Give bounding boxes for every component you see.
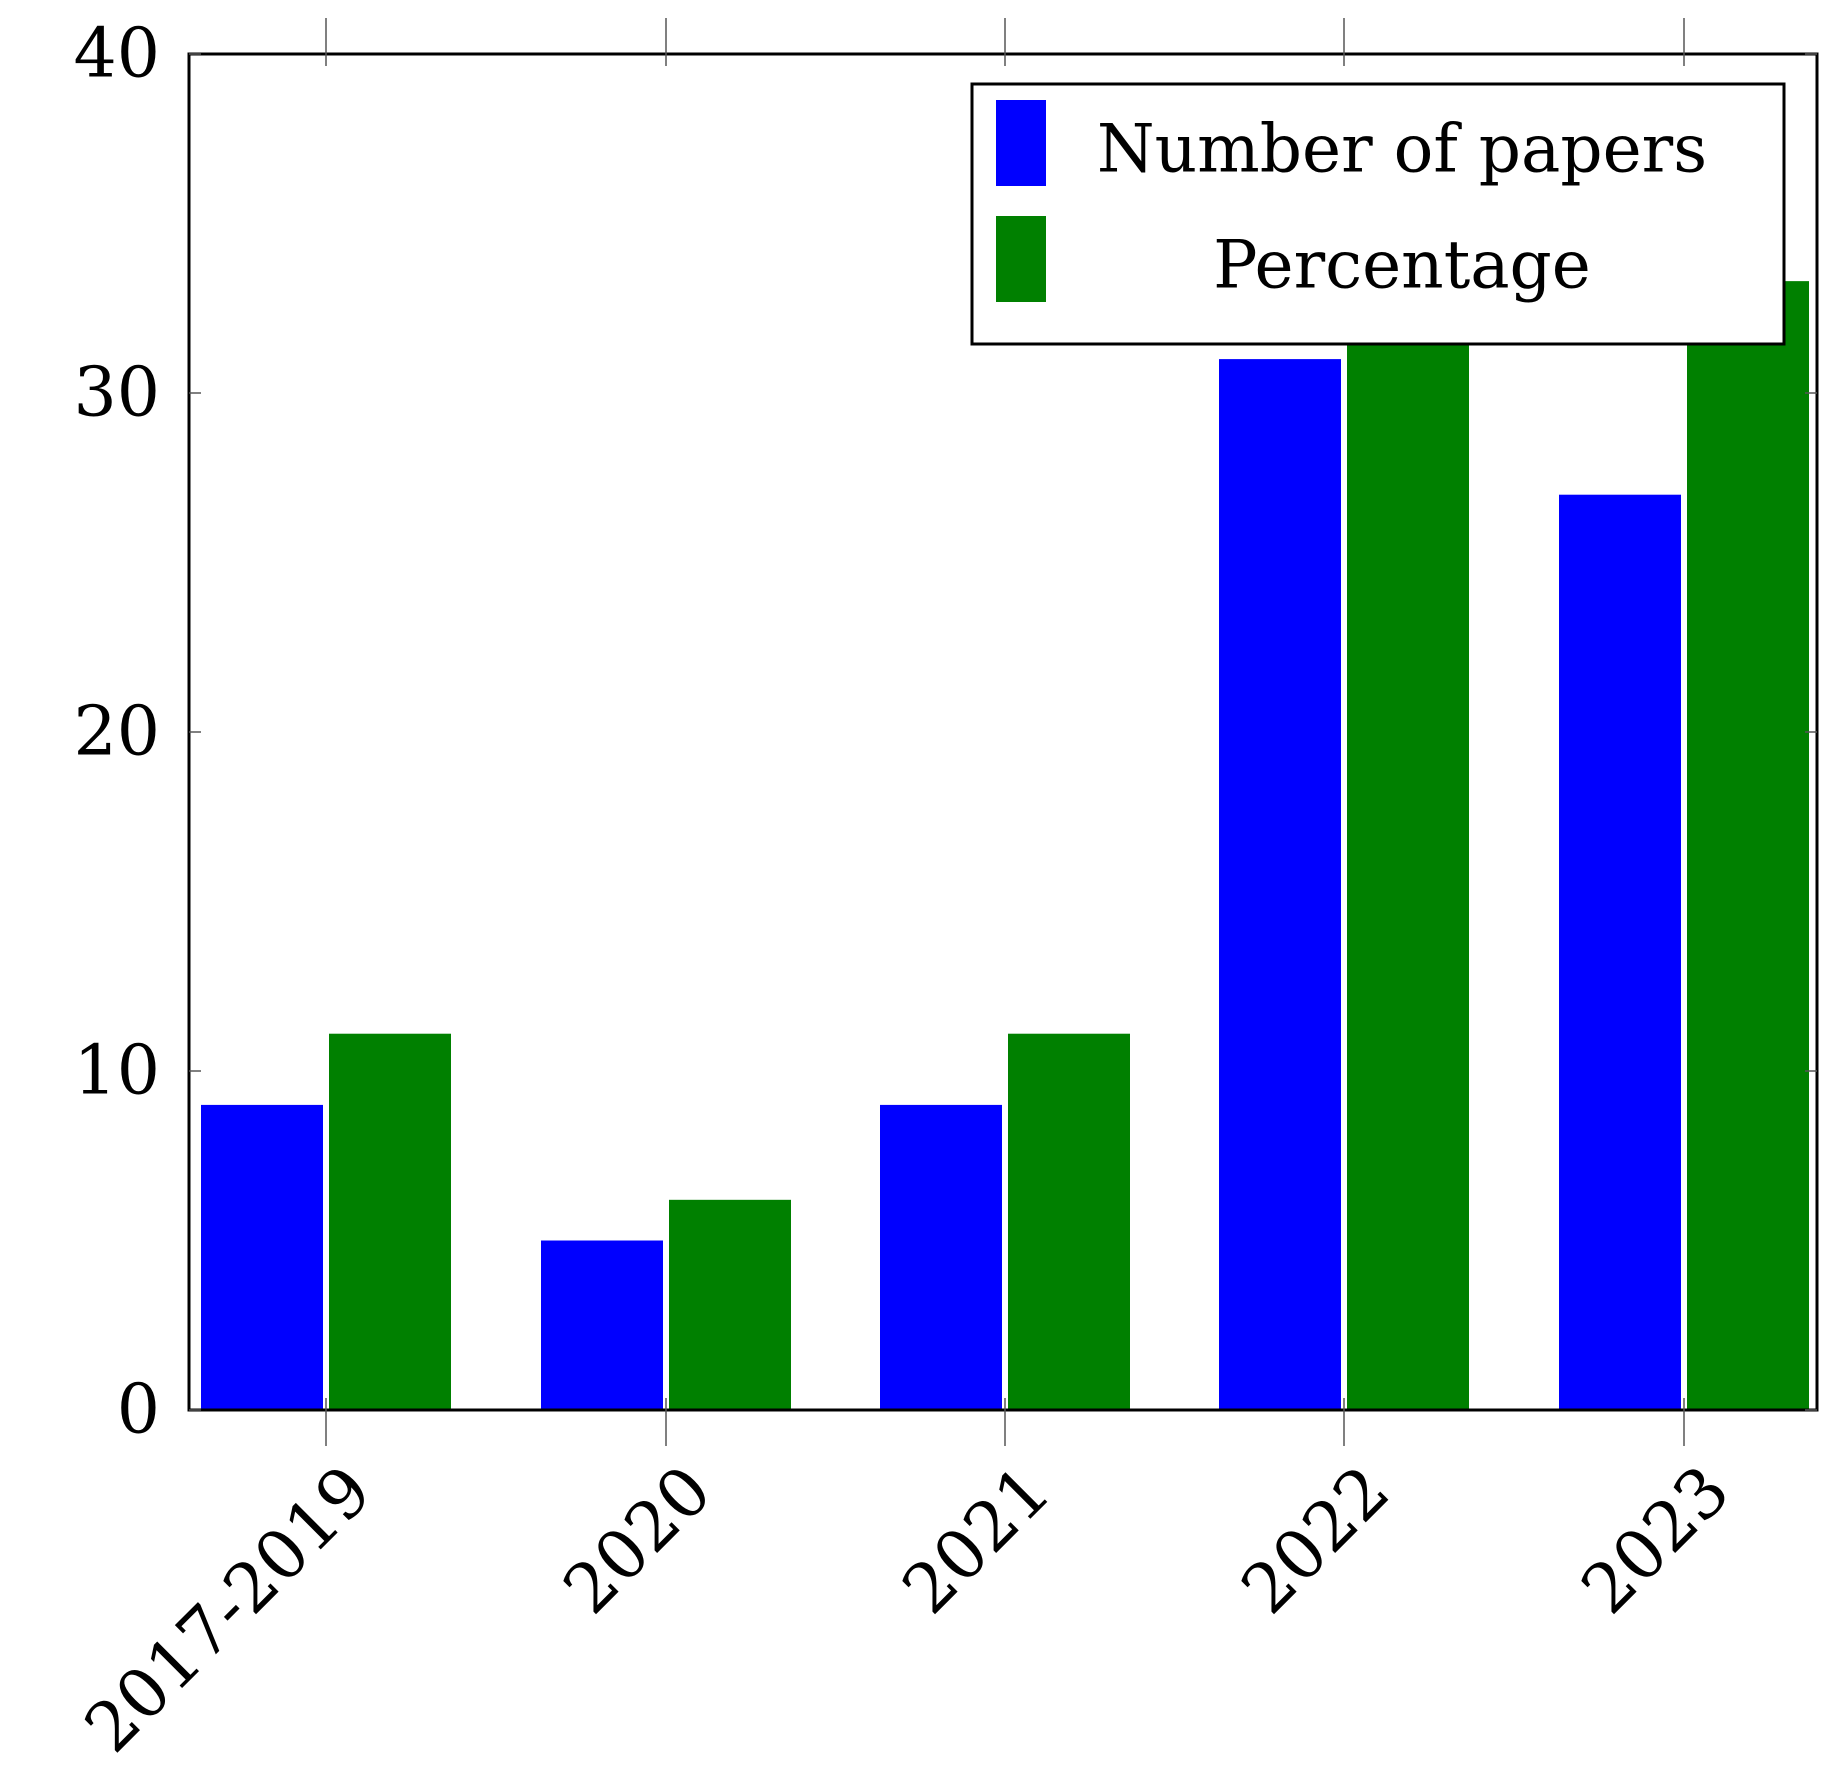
bars-layer [201, 111, 1809, 1411]
x-tick-label-2021: 2021 [888, 1451, 1066, 1629]
legend-label-percentage: Percentage [1213, 227, 1591, 304]
x-tick-label-2020: 2020 [549, 1451, 727, 1629]
legend-label-number-of-papers: Number of papers [1097, 111, 1707, 188]
y-tick-label-10: 10 [73, 1032, 160, 1111]
legend-swatch-percentage [996, 216, 1046, 302]
bar-percentage-2023 [1687, 281, 1809, 1410]
legend: Number of papers Percentage [970, 82, 1786, 346]
bar-percentage-2021 [1008, 1033, 1130, 1410]
y-tick-label-20: 20 [73, 693, 160, 772]
legend-swatch-number-of-papers [996, 100, 1046, 186]
axes-layer [187, 18, 1819, 1446]
x-tick-label-2023: 2023 [1567, 1451, 1745, 1629]
bar-number-of-papers-2023 [1559, 494, 1681, 1410]
bar-number-of-papers-2017-2019 [201, 1104, 323, 1410]
bar-number-of-papers-2022 [1219, 359, 1341, 1411]
legend-box [970, 82, 1786, 346]
y-tick-label-40: 40 [73, 15, 160, 94]
bar-percentage-2017-2019 [329, 1033, 451, 1410]
x-tick-label-2017-2019: 2017-2019 [70, 1451, 387, 1767]
bar-percentage-2020 [669, 1199, 791, 1410]
x-tick-label-2022: 2022 [1227, 1451, 1405, 1629]
bar-number-of-papers-2021 [880, 1104, 1002, 1410]
y-tick-label-0: 0 [117, 1371, 160, 1450]
y-tick-label-30: 30 [73, 354, 160, 433]
bar-number-of-papers-2020 [541, 1240, 663, 1410]
